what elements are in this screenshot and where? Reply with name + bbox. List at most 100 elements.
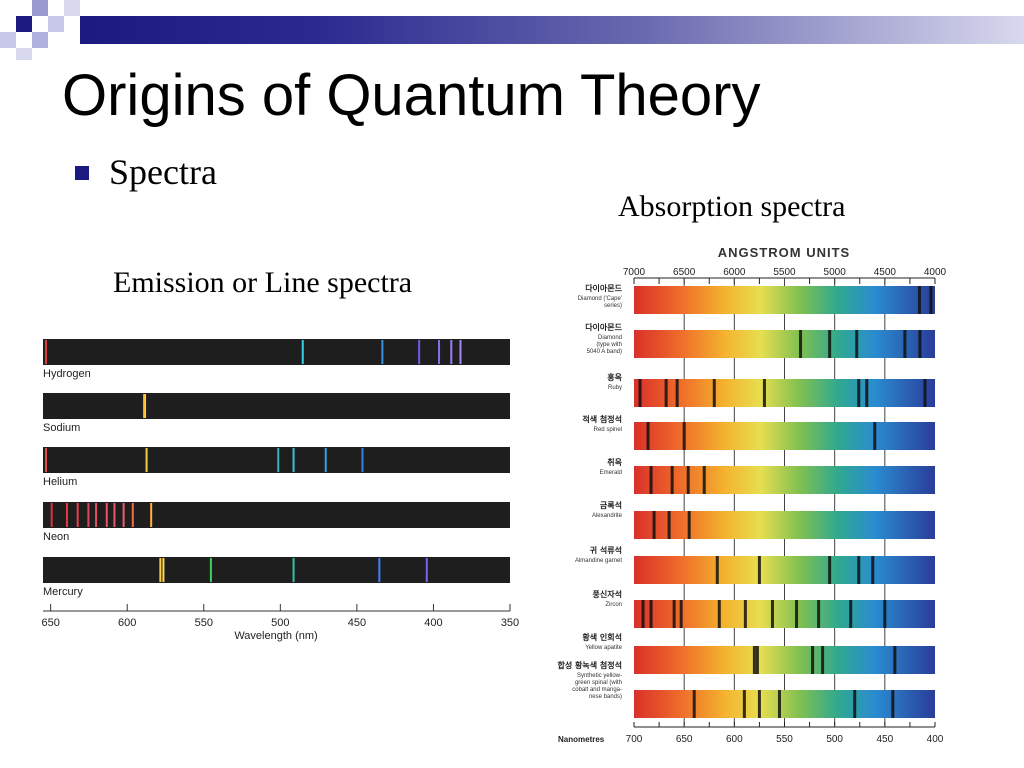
absorption-line [652, 511, 656, 539]
emission-line [277, 448, 280, 472]
absorption-line [646, 422, 650, 450]
gem-label-ko: 귀 석류석 [590, 545, 622, 555]
absorption-line [649, 466, 653, 494]
gem-label-ko: 풍신자석 [593, 589, 622, 599]
x-axis-label: Wavelength (nm) [234, 630, 317, 642]
absorption-line [649, 600, 653, 628]
absorption-strip [634, 286, 935, 314]
emission-line [459, 340, 462, 364]
gem-label-ko: 적색 첨정석 [582, 414, 622, 424]
top-tick-label: 7000 [623, 267, 646, 278]
spectrum-label: Hydrogen [43, 368, 91, 380]
absorption-line [855, 330, 859, 358]
gem-label-ko: 다이아몬드 [585, 283, 622, 293]
absorption-line [692, 690, 696, 718]
absorption-caption: Absorption spectra [618, 190, 846, 223]
emission-line [131, 503, 134, 527]
x-tick-label: 400 [424, 617, 442, 629]
emission-line [292, 558, 295, 582]
spectrum-strip-helium [43, 447, 510, 473]
spectrum-label: Sodium [43, 422, 80, 434]
gem-label-en: (type with [596, 342, 622, 348]
absorption-line [871, 556, 875, 584]
absorption-line [743, 600, 747, 628]
gem-label-en: Red spinel [594, 427, 622, 433]
absorption-line [777, 690, 781, 718]
top-tick-label: 5500 [773, 267, 796, 278]
absorption-strip [634, 379, 935, 407]
absorption-line [903, 330, 907, 358]
spectrum-label: Mercury [43, 586, 83, 598]
bottom-tick-label: 650 [676, 734, 693, 745]
emission-line [122, 503, 125, 527]
emission-line [45, 448, 47, 472]
absorption-line [849, 600, 853, 628]
absorption-line [687, 511, 691, 539]
emission-line [150, 503, 153, 527]
absorption-line [923, 379, 927, 407]
absorption-line [821, 646, 825, 674]
x-tick-label: 450 [348, 617, 366, 629]
top-tick-label: 5000 [824, 267, 847, 278]
corner-decoration [0, 0, 80, 60]
top-tick-label: 4500 [874, 267, 897, 278]
gem-label-en: Zircon [605, 602, 622, 608]
absorption-line [717, 600, 721, 628]
emission-line [162, 558, 165, 582]
x-tick-label: 650 [41, 617, 59, 629]
absorption-line [667, 511, 671, 539]
x-tick-label: 350 [501, 617, 519, 629]
emission-line [95, 503, 98, 527]
gem-label-en: Alexandrite [592, 513, 623, 519]
absorption-line [857, 379, 861, 407]
bottom-tick-label: 700 [626, 734, 643, 745]
emission-line [113, 503, 116, 527]
emission-line [105, 503, 108, 527]
bottom-tick-label: 450 [876, 734, 893, 745]
emission-line [209, 558, 212, 582]
emission-line [50, 503, 53, 527]
gem-label-en: Yellow apatite [585, 645, 622, 651]
emission-line [301, 340, 304, 364]
bullet-marker [75, 166, 89, 180]
emission-line [425, 558, 428, 582]
gem-label-en: Almandine garnet [575, 558, 622, 564]
bottom-axis-label: Nanometres [558, 735, 605, 744]
angstrom-header: ANGSTROM UNITS [718, 245, 850, 260]
absorption-line [638, 379, 642, 407]
emission-line [381, 340, 384, 364]
absorption-line [917, 286, 921, 314]
x-tick-label: 600 [118, 617, 136, 629]
absorption-line [715, 556, 719, 584]
absorption-line [811, 646, 815, 674]
absorption-strip [634, 422, 935, 450]
absorption-line [672, 600, 676, 628]
absorption-line [742, 690, 746, 718]
bottom-tick-label: 400 [927, 734, 944, 745]
gem-label-ko: 홍옥 [607, 372, 622, 382]
emission-line [324, 448, 327, 472]
absorption-line [675, 379, 679, 407]
absorption-strip [634, 466, 935, 494]
spectrum-strip-mercury [43, 557, 510, 583]
emission-line [45, 340, 47, 364]
absorption-line [883, 600, 887, 628]
absorption-strip [634, 330, 935, 358]
absorption-line [664, 379, 668, 407]
absorption-strip [634, 646, 935, 674]
absorption-line [755, 646, 759, 674]
absorption-line [641, 600, 645, 628]
absorption-line [682, 422, 686, 450]
absorption-line [770, 600, 774, 628]
spectrum-strip-neon [43, 502, 510, 528]
absorption-line [817, 600, 821, 628]
emission-line [159, 558, 162, 582]
gem-label-en: 5040 A band) [587, 349, 622, 355]
gem-label-en: Ruby [608, 385, 622, 391]
x-tick-label: 550 [195, 617, 213, 629]
emission-line [438, 340, 441, 364]
emission-line [361, 448, 364, 472]
absorption-line [795, 600, 799, 628]
